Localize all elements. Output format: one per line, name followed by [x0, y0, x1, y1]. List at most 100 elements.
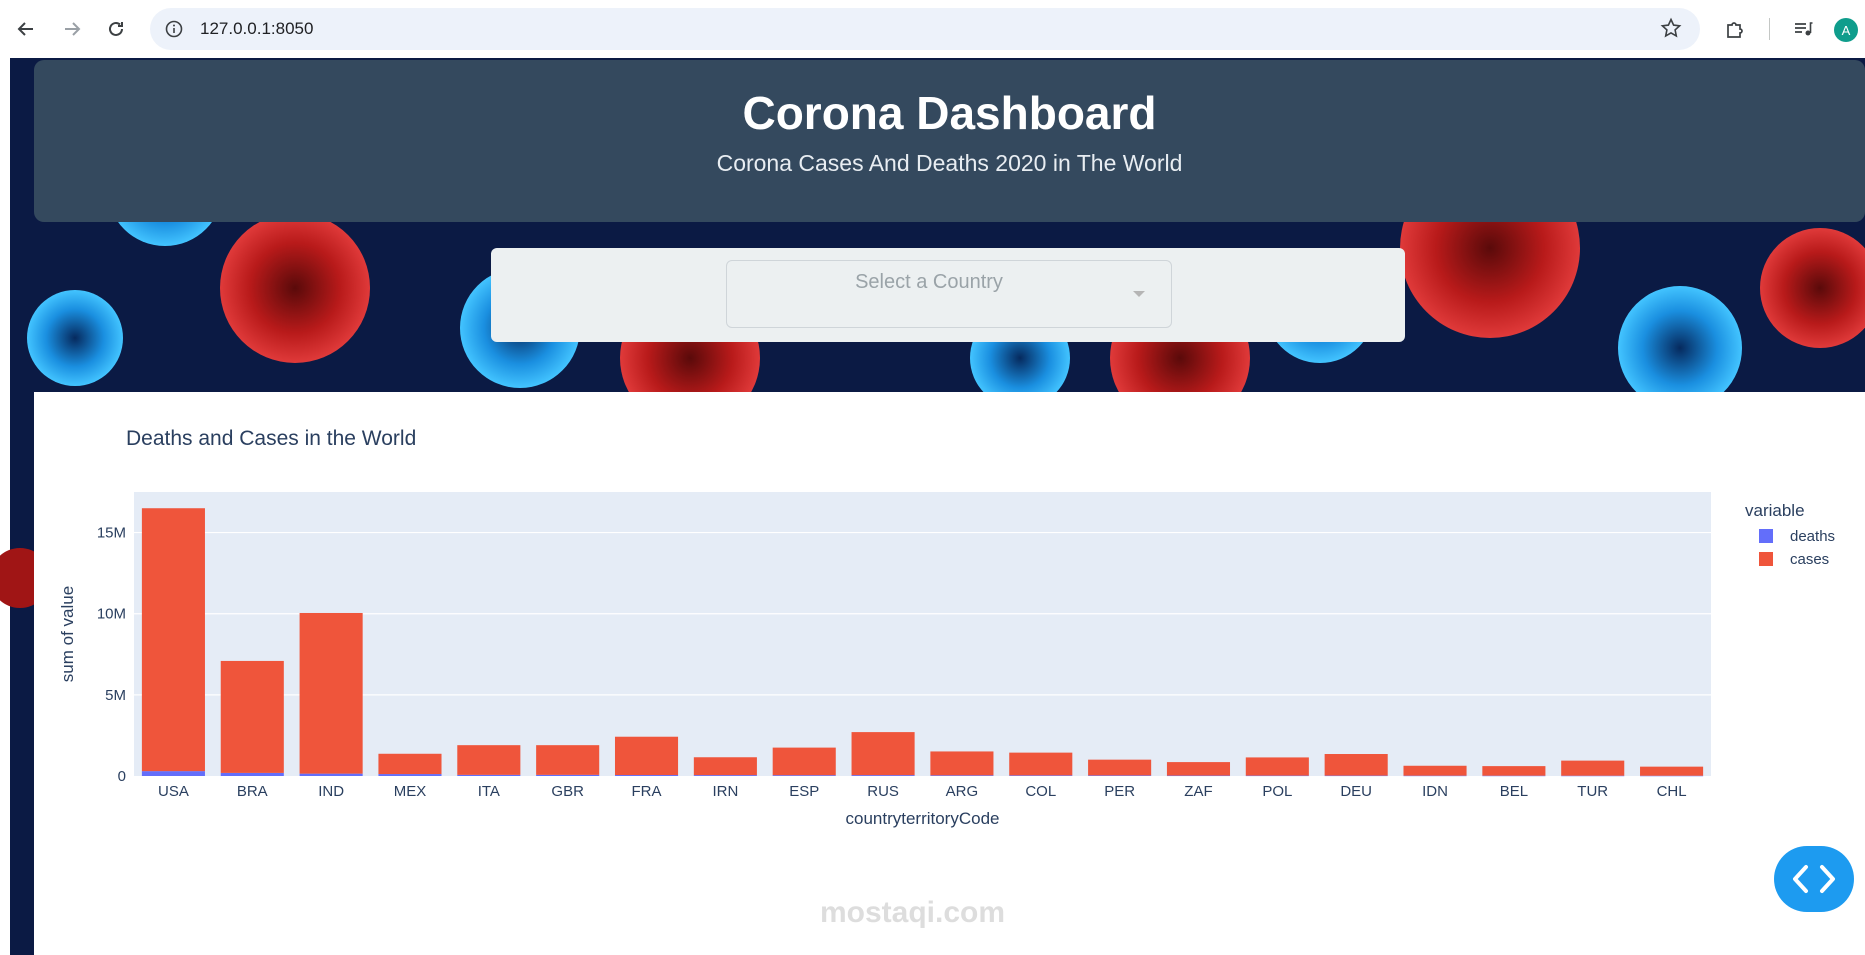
extensions-button[interactable]	[1718, 12, 1752, 46]
bar-deaths	[1009, 775, 1073, 776]
bookmark-star-icon[interactable]	[1660, 17, 1682, 44]
bar-deaths	[220, 772, 284, 776]
x-tick-label: ESP	[789, 783, 819, 800]
dashboard-header: Corona Dashboard Corona Cases And Deaths…	[34, 60, 1865, 222]
browser-toolbar: 127.0.0.1:8050 A	[0, 0, 1865, 59]
x-tick-label: TUR	[1577, 783, 1608, 800]
country-dropdown[interactable]: Select a Country	[726, 260, 1172, 328]
legend-swatch-cases	[1759, 552, 1773, 566]
bar-cases	[851, 732, 915, 776]
x-tick-label: IRN	[712, 783, 738, 800]
code-brackets-icon	[1793, 865, 1835, 893]
legend-item-cases: cases	[1790, 551, 1829, 568]
bar-cases	[1324, 754, 1388, 776]
country-dropdown-placeholder: Select a Country	[855, 271, 1003, 293]
url-text: 127.0.0.1:8050	[200, 19, 314, 38]
bar-deaths	[1324, 775, 1388, 777]
page-title: Corona Dashboard	[742, 87, 1157, 139]
x-tick-label: ZAF	[1184, 783, 1212, 800]
chart-title: Deaths and Cases in the World	[126, 427, 417, 450]
code-toggle-button[interactable]	[1774, 846, 1854, 912]
plot-area	[134, 492, 1711, 776]
puzzle-icon	[1727, 22, 1743, 38]
playlist-icon	[1795, 22, 1813, 36]
site-info-icon[interactable]	[164, 19, 184, 39]
x-tick-label: IDN	[1422, 783, 1448, 800]
caret-down-icon	[1133, 291, 1145, 297]
bar-cases	[536, 745, 600, 775]
bar-cases	[299, 612, 363, 774]
bar-cases	[1166, 762, 1231, 776]
dashboard-page: Corona Dashboard Corona Cases And Deaths…	[0, 58, 1865, 955]
bar-deaths	[378, 774, 442, 776]
bar-deaths	[299, 773, 363, 776]
x-tick-label: BRA	[237, 783, 268, 800]
watermark-text: mostaqi.com	[820, 896, 1006, 929]
x-tick-label: PER	[1104, 783, 1135, 800]
x-tick-label: GBR	[551, 783, 584, 800]
y-axis-label: sum of value	[58, 586, 77, 682]
arrow-left-icon	[17, 22, 33, 36]
bar-deaths	[1403, 775, 1467, 777]
bar-deaths	[693, 775, 757, 776]
bar-cases	[1009, 752, 1073, 776]
bar-deaths	[141, 771, 205, 776]
legend-swatch-deaths	[1759, 529, 1773, 543]
toolbar-divider	[1769, 18, 1770, 40]
bar-cases	[1403, 765, 1467, 776]
bar-cases	[1088, 759, 1152, 776]
y-tick-label: 10M	[97, 606, 126, 623]
bar-deaths	[536, 774, 600, 776]
bar-deaths	[614, 775, 679, 776]
bar-deaths	[1482, 775, 1546, 777]
bar-cases	[930, 751, 994, 776]
bar-cases	[1561, 760, 1625, 776]
bar-cases	[378, 753, 442, 775]
reload-icon	[109, 21, 123, 36]
bar-cases	[457, 745, 521, 775]
y-tick-label: 5M	[105, 687, 126, 704]
bar-deaths	[1166, 775, 1231, 777]
bar-deaths	[457, 774, 521, 776]
bar-cases	[614, 736, 679, 776]
bar-deaths	[772, 775, 836, 776]
legend-item-deaths: deaths	[1790, 528, 1835, 545]
bar-cases	[220, 660, 284, 773]
x-tick-label: ARG	[946, 783, 979, 800]
x-tick-label: USA	[158, 783, 189, 800]
bar-deaths	[1561, 775, 1625, 777]
bar-cases	[141, 508, 205, 772]
bar-cases	[1482, 766, 1546, 776]
bar-deaths	[1640, 775, 1704, 777]
bar-chart[interactable]: 0 5M 10M 15M USA BRA IND MEX ITA GBR FRA IRN ESP RUS A…	[34, 392, 1865, 955]
x-tick-label: ITA	[478, 783, 500, 800]
x-tick-label: CHL	[1657, 783, 1687, 800]
forward-button[interactable]	[55, 12, 89, 46]
bar-cases	[693, 757, 757, 776]
address-bar[interactable]: 127.0.0.1:8050	[150, 8, 1700, 50]
country-select-panel: Select a Country	[491, 248, 1405, 342]
reload-button[interactable]	[99, 12, 133, 46]
chart-card: Deaths and Cases in the World 0 5M 10M 15M U…	[34, 392, 1865, 955]
page-subtitle: Corona Cases And Deaths 2020 in The Worl…	[716, 150, 1183, 176]
x-tick-label: IND	[318, 783, 344, 800]
profile-avatar[interactable]: A	[1834, 18, 1858, 42]
x-tick-label: COL	[1025, 783, 1056, 800]
x-tick-label: FRA	[632, 783, 662, 800]
bar-deaths	[1245, 775, 1309, 777]
bar-deaths	[1088, 775, 1152, 776]
x-tick-label: POL	[1262, 783, 1292, 800]
x-tick-label: MEX	[394, 783, 427, 800]
arrow-right-icon	[65, 22, 81, 36]
legend-title: variable	[1745, 501, 1805, 520]
x-tick-label: RUS	[867, 783, 899, 800]
bar-deaths	[930, 775, 994, 776]
x-tick-label: DEU	[1340, 783, 1372, 800]
bar-deaths	[851, 775, 915, 776]
bar-cases	[1640, 766, 1704, 776]
x-tick-label: BEL	[1500, 783, 1528, 800]
y-tick-label: 0	[118, 768, 126, 785]
back-button[interactable]	[9, 12, 43, 46]
media-button[interactable]	[1786, 12, 1820, 46]
bar-cases	[1245, 757, 1309, 776]
